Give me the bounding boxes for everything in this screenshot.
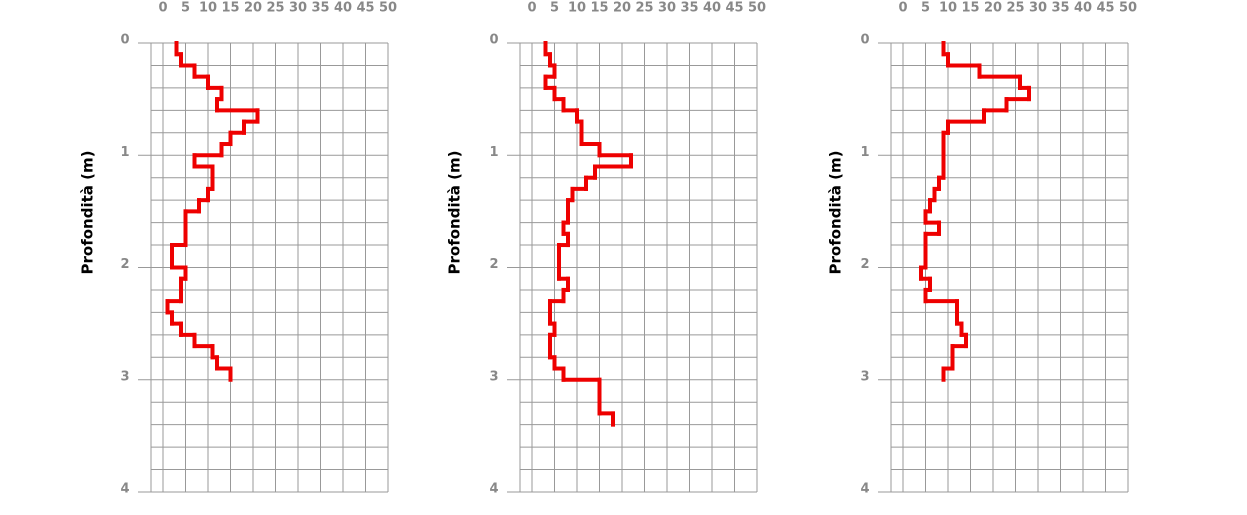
x-tick-label: 35: [680, 1, 698, 16]
x-tick-label: 15: [221, 1, 239, 16]
x-tick-label: 10: [568, 1, 586, 16]
y-tick-label: 1: [489, 145, 498, 160]
x-tick-label: 50: [379, 1, 397, 16]
x-tick-label: 5: [181, 1, 190, 16]
x-tick-label: 20: [984, 1, 1002, 16]
x-tick-label: 25: [635, 1, 653, 16]
y-axis-title: Profondità (m): [446, 151, 464, 275]
y-tick-label: 4: [860, 482, 869, 497]
x-tick-label: 20: [244, 1, 262, 16]
x-tick-label: 50: [1119, 1, 1137, 16]
x-tick-label: 30: [289, 1, 307, 16]
y-tick-label: 1: [120, 145, 129, 160]
x-tick-label: 45: [356, 1, 374, 16]
x-tick-label: 25: [266, 1, 284, 16]
x-tick-label: 50: [748, 1, 766, 16]
y-axis-title: Profondità (m): [827, 151, 845, 275]
x-tick-label: 5: [550, 1, 559, 16]
x-tick-label: 40: [1074, 1, 1092, 16]
y-tick-label: 4: [489, 482, 498, 497]
x-tick-label: 10: [199, 1, 217, 16]
x-tick-label: 25: [1006, 1, 1024, 16]
x-tick-label: 10: [939, 1, 957, 16]
y-tick-label: 0: [120, 33, 129, 48]
y-tick-label: 4: [120, 482, 129, 497]
y-axis-title: Profondità (m): [79, 151, 97, 275]
x-tick-label: 35: [311, 1, 329, 16]
y-tick-label: 0: [489, 33, 498, 48]
y-tick-label: 2: [860, 257, 869, 272]
x-tick-label: 20: [613, 1, 631, 16]
x-tick-label: 0: [158, 1, 167, 16]
x-tick-label: 5: [921, 1, 930, 16]
x-tick-label: 45: [725, 1, 743, 16]
x-tick-label: 15: [590, 1, 608, 16]
y-tick-label: 2: [120, 257, 129, 272]
y-tick-label: 2: [489, 257, 498, 272]
x-tick-label: 30: [1029, 1, 1047, 16]
x-tick-label: 30: [658, 1, 676, 16]
x-tick-label: 35: [1051, 1, 1069, 16]
y-tick-label: 0: [860, 33, 869, 48]
y-tick-label: 3: [489, 369, 498, 384]
x-tick-label: 15: [961, 1, 979, 16]
x-tick-label: 40: [703, 1, 721, 16]
y-tick-label: 3: [120, 369, 129, 384]
x-tick-label: 45: [1096, 1, 1114, 16]
y-tick-label: 1: [860, 145, 869, 160]
x-tick-label: 0: [527, 1, 536, 16]
y-tick-label: 3: [860, 369, 869, 384]
x-tick-label: 40: [334, 1, 352, 16]
x-tick-label: 0: [898, 1, 907, 16]
